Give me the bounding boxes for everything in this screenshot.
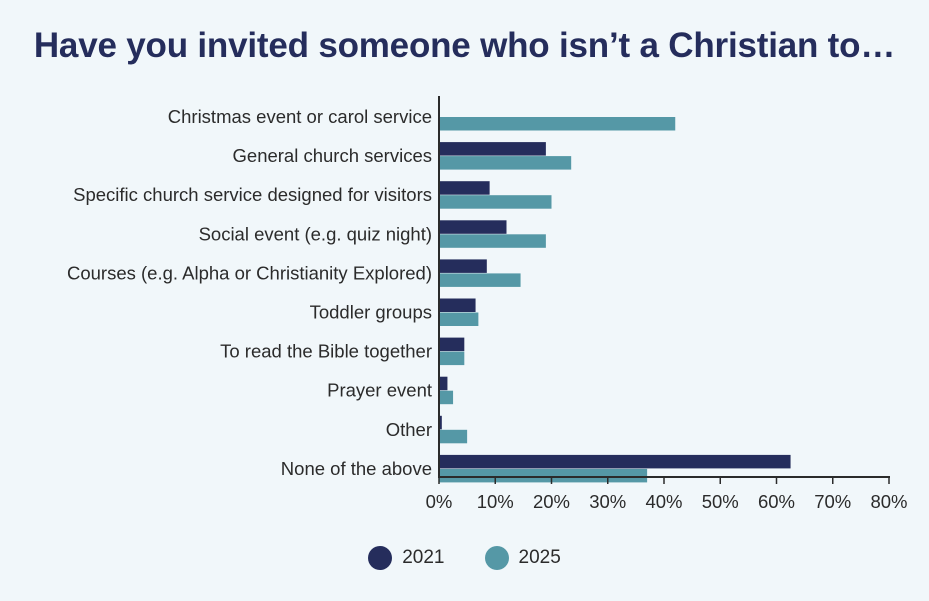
legend-label-2021: 2021	[402, 547, 445, 568]
category-label: Christmas event or carol service	[168, 106, 432, 127]
bar-2025	[439, 312, 479, 326]
bar-2025	[439, 273, 521, 287]
legend-item-2021: 2021	[368, 546, 445, 570]
bar-2025	[439, 234, 546, 248]
x-tick-label: 30%	[589, 491, 626, 512]
x-tick-label: 60%	[758, 491, 795, 512]
bar-2025	[439, 468, 648, 483]
bar-2021	[439, 337, 465, 352]
legend-label-2025: 2025	[518, 547, 561, 568]
category-label: General church services	[233, 145, 432, 166]
legend-swatch-2025	[484, 546, 509, 570]
category-label: None of the above	[281, 458, 432, 479]
category-label: To read the Bible together	[220, 341, 432, 362]
category-label: Prayer event	[327, 380, 432, 401]
x-tick-label: 40%	[645, 491, 682, 512]
bar-2025	[439, 429, 468, 444]
bar-2021	[439, 298, 476, 312]
bar-2021	[439, 142, 546, 156]
bar-2021	[439, 220, 507, 234]
x-tick-label: 20%	[533, 491, 570, 512]
bar-2025	[439, 390, 454, 405]
bar-2021	[439, 376, 448, 391]
category-label: Specific church service designed for vis…	[73, 184, 432, 205]
bar-2025	[439, 195, 552, 209]
x-tick-label: 10%	[477, 491, 514, 512]
bar-2025	[439, 117, 676, 131]
bar-2025	[439, 351, 465, 366]
legend-item-2025: 2025	[484, 546, 561, 570]
bar-2025	[439, 156, 572, 170]
category-label: Courses (e.g. Alpha or Christianity Expl…	[67, 262, 432, 283]
x-tick-label: 50%	[702, 491, 739, 512]
bar-2021	[439, 415, 442, 430]
bar-2021	[439, 454, 791, 469]
legend-swatch-2021	[368, 546, 393, 570]
bar-2021	[439, 259, 487, 273]
category-label: Other	[386, 419, 432, 440]
x-tick-label: 70%	[814, 491, 851, 512]
category-label: Toddler groups	[310, 302, 432, 323]
bar-chart: Christmas event or carol service General …	[67, 96, 908, 512]
x-tick-label: 0%	[426, 491, 453, 512]
category-label: Social event (e.g. quiz night)	[199, 223, 432, 244]
bar-2021	[439, 181, 490, 195]
chart-title: Have you invited someone who isn’t a Chr…	[33, 26, 896, 65]
x-tick-label: 80%	[870, 491, 907, 512]
chart-legend: 2021 2025	[0, 544, 929, 572]
